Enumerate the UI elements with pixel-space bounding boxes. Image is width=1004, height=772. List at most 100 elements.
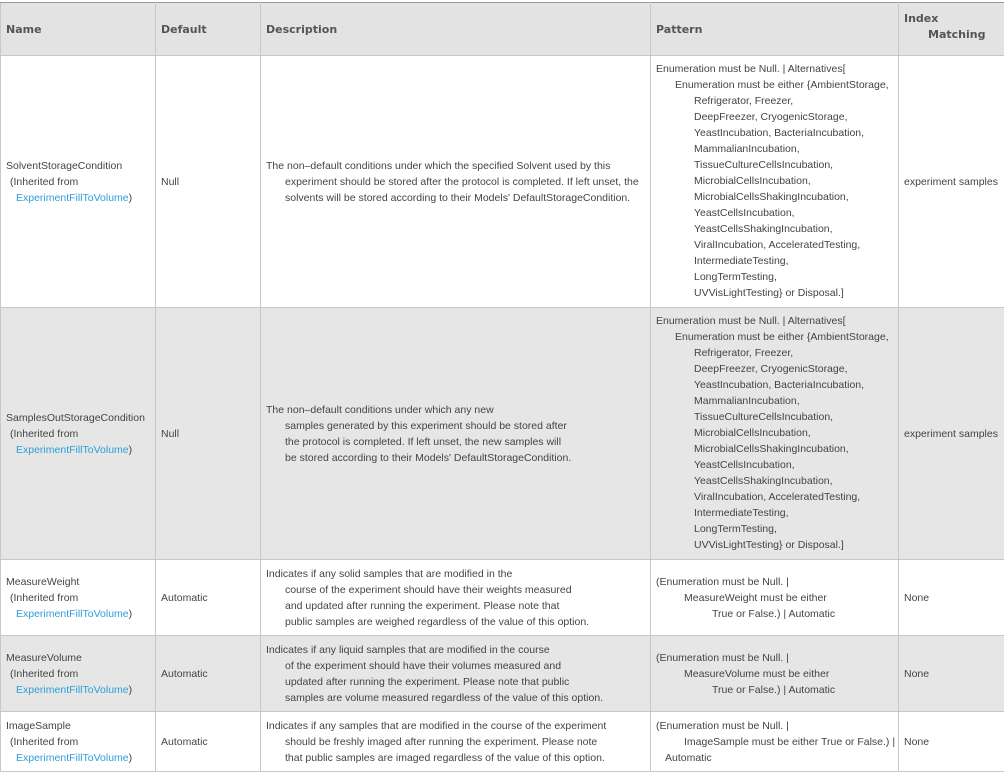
inherited-suffix: ) [129, 752, 133, 764]
pattern-line: ViralIncubation, AcceleratedTesting, [656, 237, 893, 253]
header-index-matching-line1: Index [904, 11, 999, 27]
description-cell: Indicates if any samples that are modifi… [261, 712, 651, 772]
header-default: Default [156, 3, 261, 56]
inherited-link[interactable]: ExperimentFillToVolume [16, 752, 129, 764]
inherited-label: (Inherited from [6, 666, 150, 682]
description-line: The non–default conditions under which t… [266, 158, 645, 174]
pattern-line: Enumeration must be either {AmbientStora… [656, 77, 893, 93]
option-name: MeasureVolume [6, 650, 150, 666]
pattern-line: YeastIncubation, BacteriaIncubation, [656, 125, 893, 141]
inherited-source: ExperimentFillToVolume) [6, 750, 150, 766]
description-line: public samples are weighed regardless of… [266, 614, 645, 630]
description-cell: Indicates if any solid samples that are … [261, 560, 651, 636]
description-line: should be freshly imaged after running t… [266, 734, 645, 750]
description-line: Indicates if any solid samples that are … [266, 566, 645, 582]
pattern-line: ViralIncubation, AcceleratedTesting, [656, 489, 893, 505]
inherited-link[interactable]: ExperimentFillToVolume [16, 608, 129, 620]
inherited-label: (Inherited from [6, 590, 150, 606]
pattern-line: MeasureWeight must be either [656, 590, 893, 606]
description-line: the protocol is completed. If left unset… [266, 434, 645, 450]
pattern-line: Enumeration must be Null. | Alternatives… [656, 313, 893, 329]
pattern-line: UVVisLightTesting} or Disposal.] [656, 537, 893, 553]
inherited-source: ExperimentFillToVolume) [6, 190, 150, 206]
header-pattern: Pattern [651, 3, 899, 56]
pattern-line: YeastCellsShakingIncubation, [656, 473, 893, 489]
pattern-line: Enumeration must be Null. | Alternatives… [656, 61, 893, 77]
pattern-line: IntermediateTesting, [656, 505, 893, 521]
pattern-line: (Enumeration must be Null. | [656, 574, 893, 590]
pattern-line: Refrigerator, Freezer, [656, 345, 893, 361]
inherited-suffix: ) [129, 192, 133, 204]
pattern-line: TissueCultureCellsIncubation, [656, 157, 893, 173]
option-name: SolventStorageCondition [6, 158, 150, 174]
inherited-link[interactable]: ExperimentFillToVolume [16, 444, 129, 456]
pattern-line: MammalianIncubation, [656, 141, 893, 157]
pattern-line: IntermediateTesting, [656, 253, 893, 269]
option-name: ImageSample [6, 718, 150, 734]
header-index-matching-line2: Matching [904, 27, 999, 43]
pattern-line: UVVisLightTesting} or Disposal.] [656, 285, 893, 301]
pattern-line: DeepFreezer, CryogenicStorage, [656, 109, 893, 125]
pattern-line: LongTermTesting, [656, 269, 893, 285]
default-cell: Automatic [156, 712, 261, 772]
description-line: samples are volume measured regardless o… [266, 690, 645, 706]
pattern-cell: Enumeration must be Null. | Alternatives… [651, 308, 899, 560]
pattern-line: YeastCellsShakingIncubation, [656, 221, 893, 237]
pattern-cell: (Enumeration must be Null. |ImageSample … [651, 712, 899, 772]
description-cell: The non–default conditions under which t… [261, 56, 651, 308]
inherited-suffix: ) [129, 684, 133, 696]
pattern-cell: (Enumeration must be Null. |MeasureVolum… [651, 636, 899, 712]
inherited-link[interactable]: ExperimentFillToVolume [16, 684, 129, 696]
index-matching-cell: experiment samples [899, 56, 1004, 308]
pattern-line: DeepFreezer, CryogenicStorage, [656, 361, 893, 377]
description-line: experiment should be stored after the pr… [266, 174, 645, 190]
header-description: Description [261, 3, 651, 56]
description-line: of the experiment should have their volu… [266, 658, 645, 674]
pattern-line: Refrigerator, Freezer, [656, 93, 893, 109]
pattern-line: MicrobialCellsIncubation, [656, 425, 893, 441]
description-line: be stored according to their Models' Def… [266, 450, 645, 466]
inherited-label: (Inherited from [6, 734, 150, 750]
description-line: samples generated by this experiment sho… [266, 418, 645, 434]
name-cell: SamplesOutStorageCondition(Inherited fro… [1, 308, 156, 560]
description-cell: Indicates if any liquid samples that are… [261, 636, 651, 712]
pattern-line: MeasureVolume must be either [656, 666, 893, 682]
pattern-line: YeastCellsIncubation, [656, 205, 893, 221]
pattern-cell: (Enumeration must be Null. |MeasureWeigh… [651, 560, 899, 636]
pattern-line: MicrobialCellsShakingIncubation, [656, 441, 893, 457]
header-name: Name [1, 3, 156, 56]
default-cell: Automatic [156, 636, 261, 712]
inherited-source: ExperimentFillToVolume) [6, 682, 150, 698]
pattern-line: YeastIncubation, BacteriaIncubation, [656, 377, 893, 393]
inherited-label: (Inherited from [6, 174, 150, 190]
description-line: updated after running the experiment. Pl… [266, 674, 645, 690]
index-matching-cell: None [899, 560, 1004, 636]
pattern-line: MicrobialCellsShakingIncubation, [656, 189, 893, 205]
pattern-line: Automatic [656, 750, 893, 766]
description-line: that public samples are imaged regardles… [266, 750, 645, 766]
description-cell: The non–default conditions under which a… [261, 308, 651, 560]
inherited-source: ExperimentFillToVolume) [6, 606, 150, 622]
description-line: course of the experiment should have the… [266, 582, 645, 598]
pattern-line: (Enumeration must be Null. | [656, 650, 893, 666]
description-line: Indicates if any samples that are modifi… [266, 718, 645, 734]
pattern-cell: Enumeration must be Null. | Alternatives… [651, 56, 899, 308]
option-name: SamplesOutStorageCondition [6, 410, 150, 426]
index-matching-cell: None [899, 636, 1004, 712]
inherited-link[interactable]: ExperimentFillToVolume [16, 192, 129, 204]
index-matching-cell: experiment samples [899, 308, 1004, 560]
pattern-line: LongTermTesting, [656, 521, 893, 537]
inherited-suffix: ) [129, 608, 133, 620]
pattern-line: YeastCellsIncubation, [656, 457, 893, 473]
inherited-source: ExperimentFillToVolume) [6, 442, 150, 458]
